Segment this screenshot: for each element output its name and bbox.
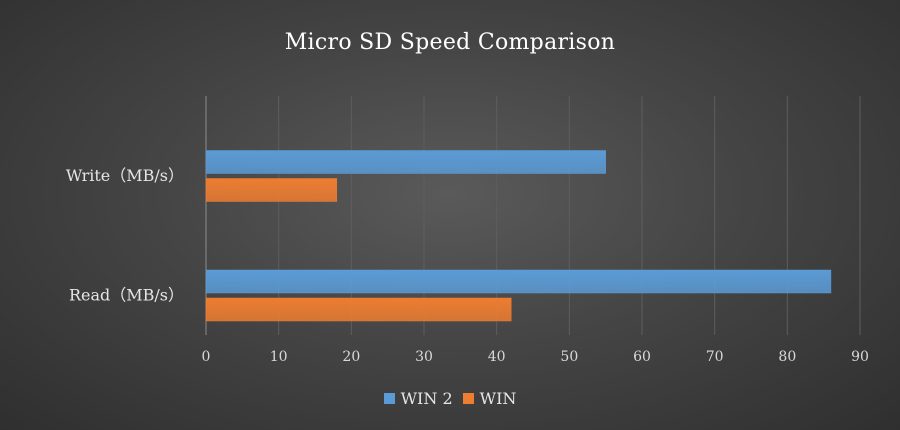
category-label: Read（MB/s） — [69, 286, 184, 305]
x-tick-label: 20 — [342, 349, 360, 365]
x-tick-label: 40 — [488, 349, 506, 365]
x-tick-label: 50 — [560, 349, 578, 365]
x-tick-label: 0 — [202, 349, 211, 365]
category-label: Write（MB/s） — [66, 166, 184, 185]
bar-win-2-0 — [205, 150, 606, 174]
chart-title: Micro SD Speed Comparison — [284, 30, 616, 55]
x-tick-label: 10 — [270, 349, 288, 365]
legend-item: WIN — [462, 389, 517, 408]
legend: WIN 2 WIN — [0, 389, 900, 408]
bar-win-2-1 — [205, 269, 832, 294]
x-tick-label: 60 — [633, 349, 651, 365]
x-tick-label: 80 — [778, 349, 796, 365]
x-tick-label: 90 — [851, 349, 869, 365]
legend-swatch — [383, 393, 395, 404]
bar-win-1 — [205, 297, 512, 322]
x-tick-label: 70 — [706, 349, 724, 365]
legend-swatch — [462, 393, 474, 404]
legend-label: WIN — [479, 389, 517, 408]
legend-label: WIN 2 — [400, 389, 453, 408]
legend-item: WIN 2 — [383, 389, 453, 408]
bar-win-0 — [205, 178, 338, 202]
x-tick-label: 30 — [415, 349, 433, 365]
